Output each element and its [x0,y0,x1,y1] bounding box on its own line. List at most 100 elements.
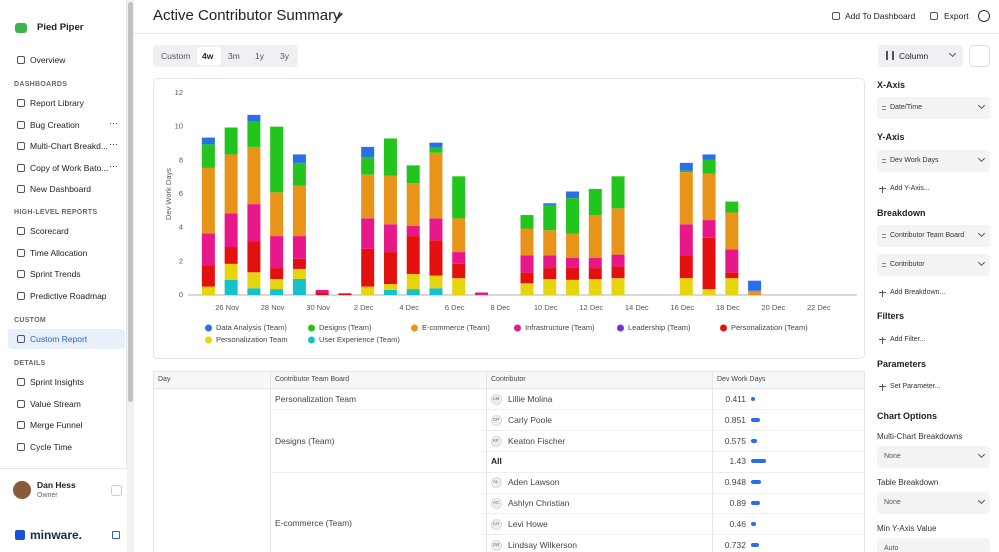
chart-type-icon [886,51,894,60]
nav-item[interactable]: Value Stream [30,398,81,409]
bar-segment [270,126,284,193]
x-tick-label: 2 Dec [354,303,374,312]
bar-segment [270,279,284,290]
section-title: HIGH-LEVEL REPORTS [14,209,98,216]
nav-item[interactable]: Report Library [30,98,84,108]
section-title: DETAILS [14,360,46,367]
option-select[interactable] [877,492,990,514]
range-button[interactable]: 3m [228,51,240,61]
x-tick-label: 8 Dec [490,303,510,312]
x-tick-label: 10 Dec [534,303,558,312]
external-link[interactable] [112,531,120,539]
x-tick-label: 30 Nov [306,303,330,312]
x-tick-label: 26 Nov [215,303,239,312]
brand-logo [15,23,27,33]
contributor: Carly Poole [508,414,552,425]
bar-segment [383,224,397,253]
bar-segment [543,268,557,280]
nav-item[interactable]: Bug Creation [30,119,80,130]
user-menu[interactable] [111,485,122,496]
range-button[interactable]: 4w [202,51,214,61]
icon [832,12,840,20]
table-header-cell: Contributor Team Board [275,376,350,383]
value-bar [751,438,758,443]
bar-segment [520,215,534,229]
scrollbar-thumb[interactable] [128,2,133,402]
nav-item[interactable]: Multi-Chart Breakd... [30,141,108,151]
legend-swatch [720,324,727,332]
bar-segment [566,198,580,234]
chart: 0 2 4 6 8 10 12 Dev Work Days 26 Nov 28 Nov 30 Nov… [164,88,857,344]
range-button[interactable]: Custom [161,51,191,61]
bar-segment [679,224,693,256]
nav-item[interactable]: Overview [30,55,66,65]
x-tick-label: 28 Nov [261,303,285,312]
field-select[interactable] [877,97,990,119]
bar-segment [224,213,238,248]
bar-segment [679,172,693,225]
panel-toggle[interactable] [969,45,990,67]
nav-item[interactable]: Custom Report [30,334,88,344]
option-select[interactable] [877,538,990,552]
help-icon[interactable] [978,10,990,22]
plus-icon [879,336,886,344]
avatar-circle [491,394,502,405]
bar-segment [383,284,397,290]
bar-segment [429,240,443,276]
legend-label: User Experience (Team) [319,335,400,344]
bar-segment [292,162,306,186]
bar-segment [201,137,215,145]
bar-segment [247,114,261,122]
range-button[interactable]: 1y [255,51,264,61]
chart-type-select[interactable] [878,45,963,67]
brand-name: Pied Piper [37,22,84,33]
team-board: E-commerce (Team) [275,518,352,529]
add-link[interactable]: Set Parameter... [890,383,941,390]
contributor: Aden Lawson [508,477,560,488]
value-bar [751,397,756,401]
header-action[interactable]: Add To Dashboard [845,11,916,21]
icon [930,12,938,20]
field-label: Date/Time [890,104,923,111]
nav-item[interactable]: Scorecard [30,226,69,236]
bar-segment [292,258,306,269]
add-link[interactable]: Add Y-Axis... [890,185,930,192]
bar-segment [429,142,443,148]
nav-item[interactable]: Sprint Insights [30,377,84,387]
nav-item[interactable]: Predictive Roadmap [30,290,107,301]
user-role: Owner [37,492,58,499]
nav-item[interactable]: Cycle Time [30,441,73,452]
header-action[interactable]: Export [944,11,969,21]
field-select[interactable] [877,225,990,247]
avatar-circle [491,477,502,489]
nav-item[interactable]: Time Allocation [30,247,88,258]
plus-icon [879,383,886,391]
bar-segment [247,121,261,147]
nav-item[interactable]: Copy of Work Bato... [30,162,109,173]
bar-segment [406,165,420,184]
nav-item[interactable]: Sprint Trends [30,269,81,279]
field-select[interactable] [877,254,990,276]
y-tick-label: 6 [179,189,183,198]
bar-segment [588,215,602,258]
header-divider [134,33,999,34]
add-link[interactable]: Add Breakdown... [890,289,946,296]
icon [17,185,25,193]
nav-item[interactable]: New Dashboard [30,184,91,194]
range-button[interactable]: 3y [280,51,289,61]
bar-segment [224,154,238,214]
drag-handle [882,106,886,110]
bar-segment [611,278,625,295]
plus-icon [879,185,886,193]
chart-type: Column [899,51,929,61]
field-label: Dev Work Days [890,157,939,164]
panel-heading: Breakdown [877,208,926,218]
bar-segment [588,268,602,280]
logo-mark [15,530,25,540]
bar-segment [725,278,739,295]
nav-item[interactable]: Merge Funnel [30,420,83,430]
bar-segment [247,204,261,242]
field-select[interactable] [877,150,990,172]
option-select[interactable] [877,446,990,468]
add-link[interactable]: Add Filter... [890,336,926,343]
